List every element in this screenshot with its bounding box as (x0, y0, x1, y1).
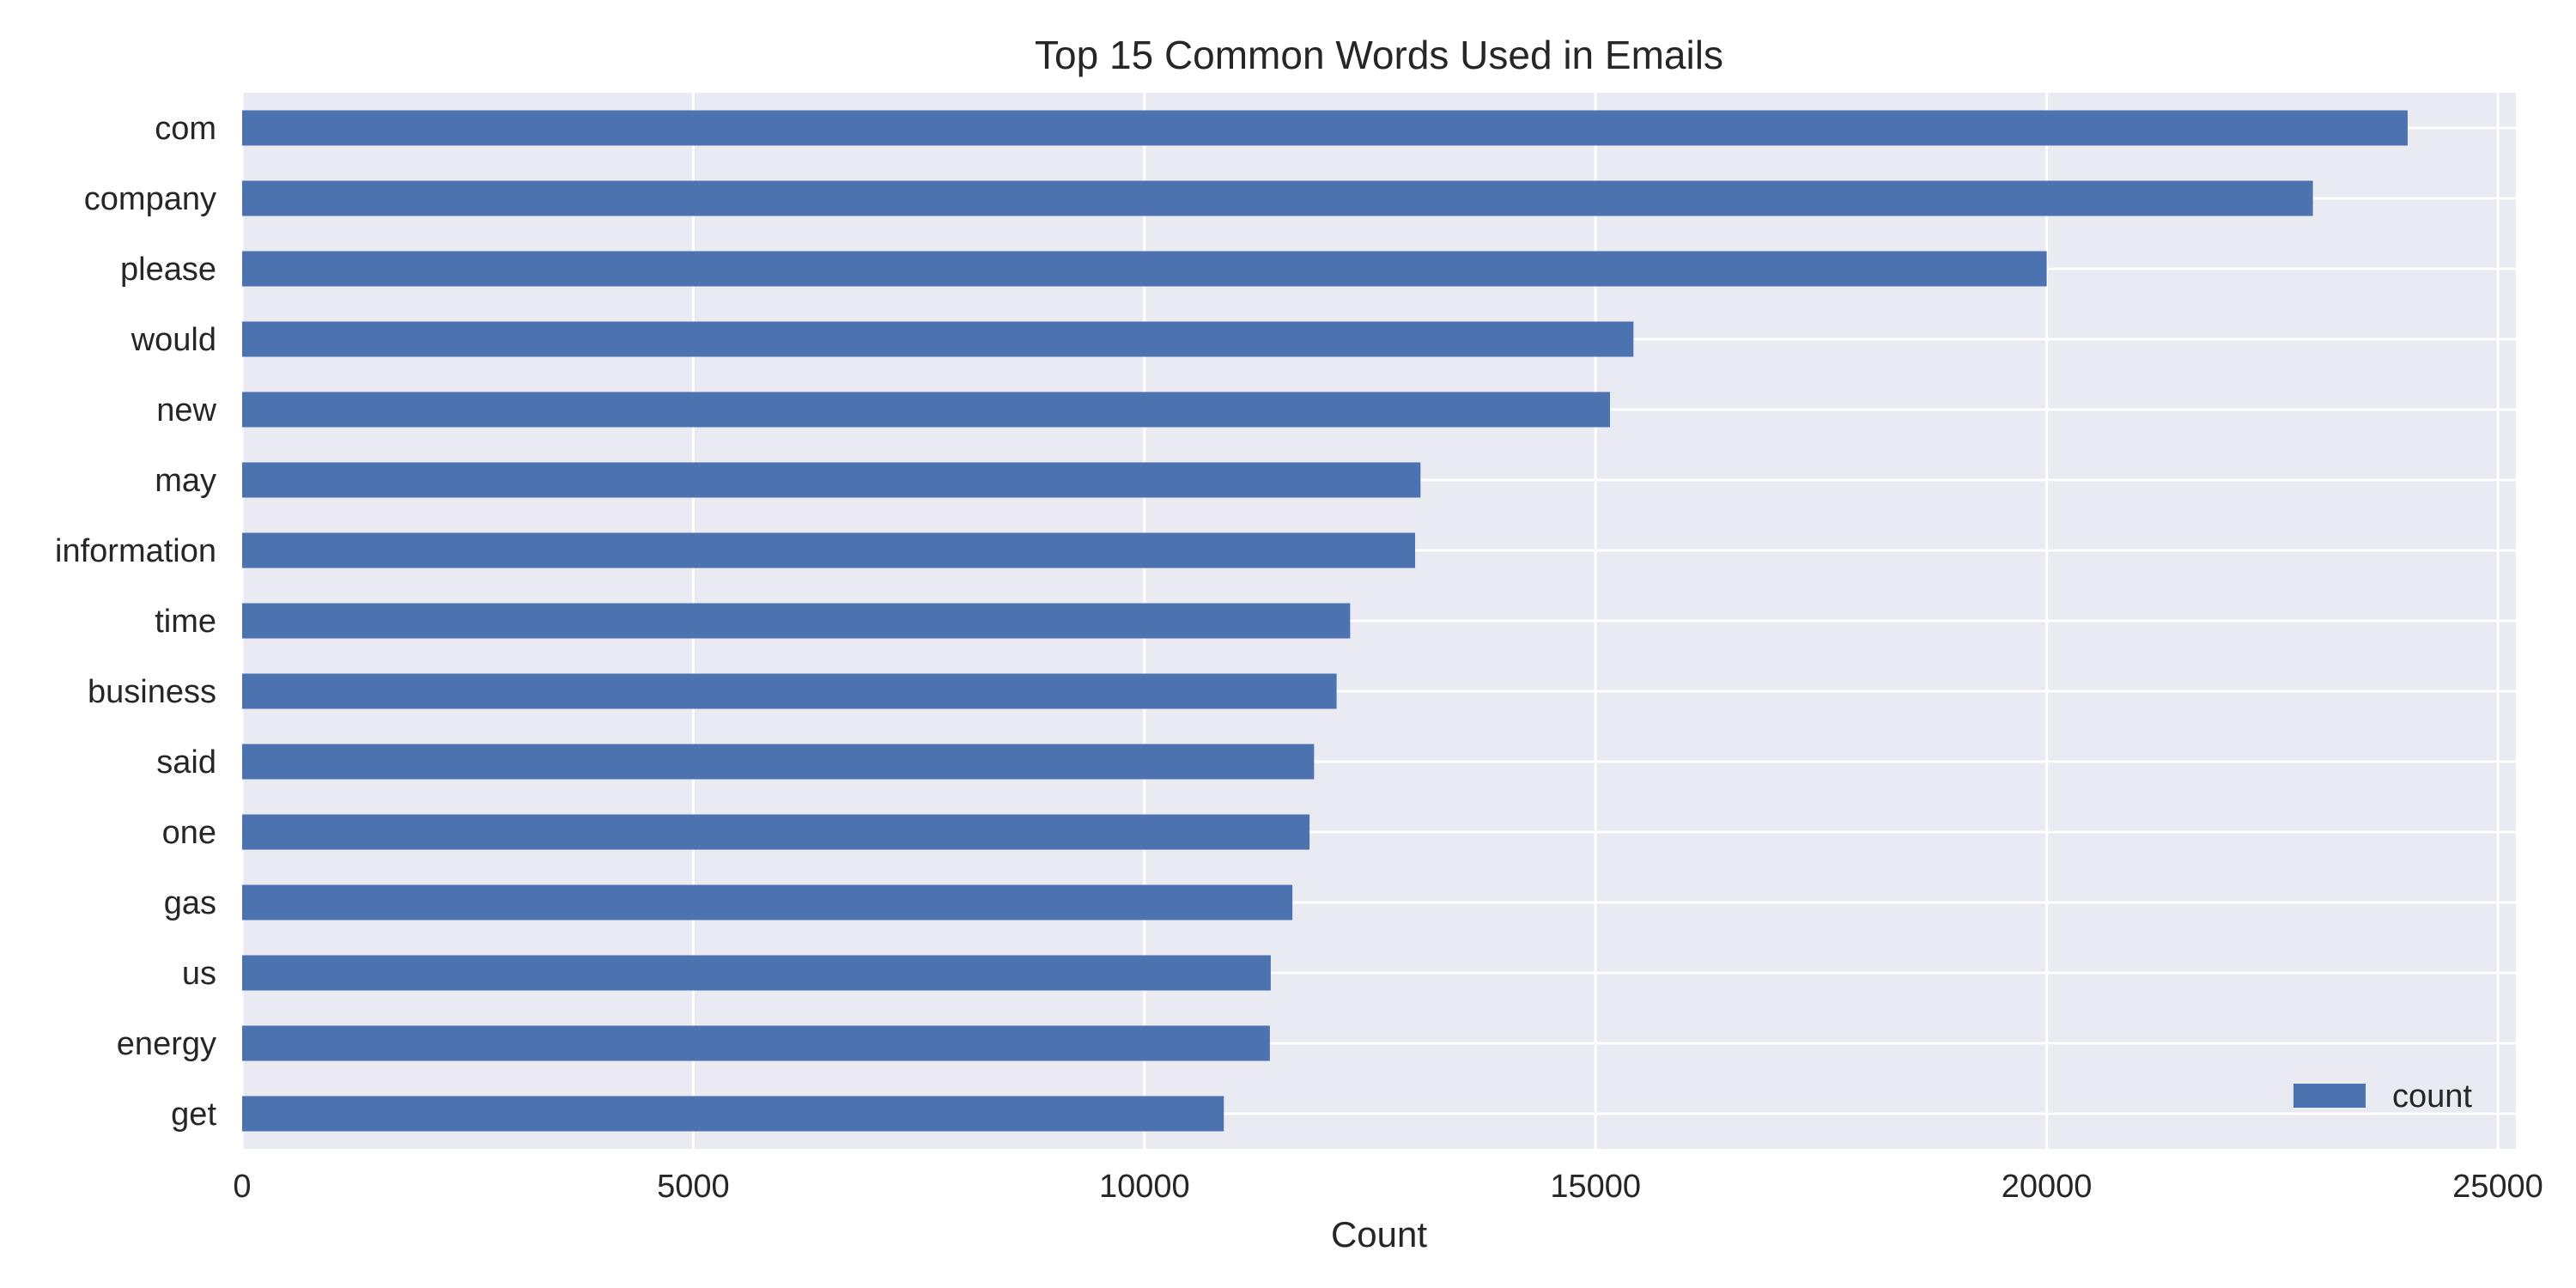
y-tick-label: may (155, 463, 216, 499)
bar-gas (242, 884, 1293, 920)
bar-business (242, 673, 1337, 709)
legend-swatch (2293, 1084, 2366, 1108)
bar-com (242, 110, 2408, 146)
bar-us (242, 955, 1271, 991)
y-tick-label: time (155, 604, 216, 640)
legend-label: count (2392, 1078, 2472, 1115)
bar-new (242, 392, 1611, 428)
y-tick-label: business (88, 674, 216, 710)
y-tick-label: company (84, 181, 216, 217)
y-tick-label: information (55, 533, 216, 569)
chart-title: Top 15 Common Words Used in Emails (1035, 33, 1723, 77)
y-tick-labels: com company please would new may information ti… (55, 111, 217, 1133)
bar-would (242, 321, 1634, 357)
bar-may (242, 462, 1421, 498)
y-tick-label: would (131, 322, 216, 358)
y-tick-label: said (156, 744, 216, 781)
bar-one (242, 814, 1310, 850)
bar-get (242, 1096, 1224, 1132)
y-tick-label: com (155, 111, 216, 147)
bar-please (242, 251, 2047, 287)
y-tick-label: energy (117, 1026, 216, 1062)
legend: count (2293, 1078, 2472, 1115)
y-tick-label: one (162, 815, 216, 851)
x-tick-label: 25000 (2452, 1169, 2543, 1205)
x-axis-title: Count (1331, 1214, 1427, 1255)
x-tick-label: 15000 (1550, 1169, 1641, 1205)
x-tick-label: 0 (233, 1169, 251, 1205)
y-tick-label: gas (164, 885, 216, 921)
y-tick-label: us (182, 956, 216, 992)
bar-energy (242, 1025, 1270, 1061)
y-tick-label: please (120, 252, 216, 288)
x-tick-labels: 0 5000 10000 15000 20000 25000 (233, 1169, 2543, 1205)
bars (242, 110, 2408, 1132)
y-tick-label: get (171, 1097, 216, 1133)
x-tick-label: 5000 (657, 1169, 730, 1205)
x-tick-label: 10000 (1099, 1169, 1190, 1205)
bar-time (242, 603, 1351, 639)
bar-company (242, 180, 2313, 216)
y-tick-label: new (156, 392, 216, 428)
bar-information (242, 532, 1416, 568)
x-tick-label: 20000 (2002, 1169, 2093, 1205)
bar-said (242, 744, 1315, 780)
